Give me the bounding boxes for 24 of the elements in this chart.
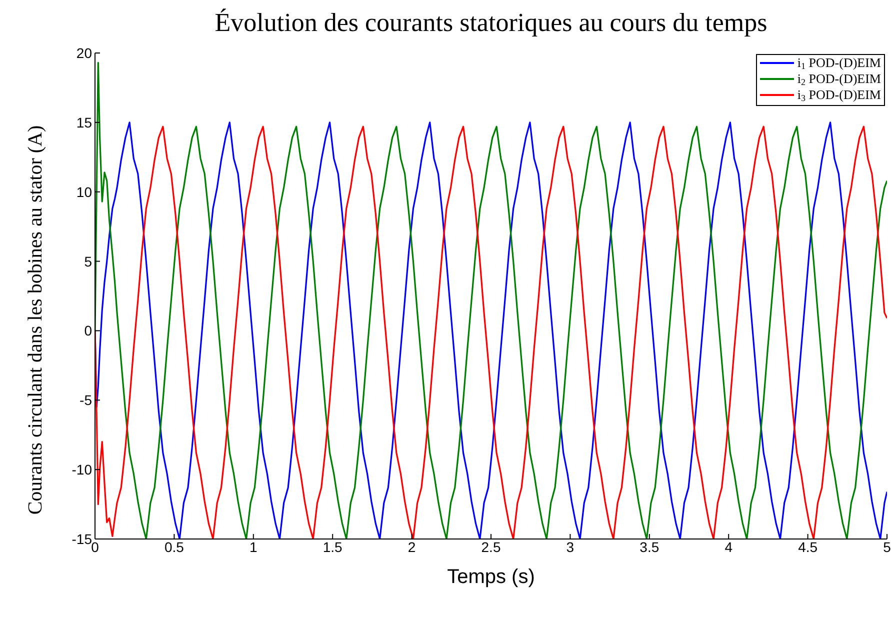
x-axis-title: Temps (s) (447, 566, 535, 588)
y-tick-label: -5 (80, 392, 92, 408)
x-tick-label: 0.5 (164, 538, 184, 555)
y-tick-label: 5 (84, 253, 92, 270)
legend-label: i$_{1}$ POD-(D)EIM (797, 55, 881, 71)
x-tick-label: 4 (724, 538, 733, 555)
y-tick-label: 20 (76, 44, 92, 61)
x-tick-label: 1 (250, 538, 258, 555)
x-tick-label: 2.5 (481, 538, 501, 555)
y-tick-label: 15 (76, 114, 92, 130)
legend-label: i$_{2}$ POD-(D)EIM (797, 71, 881, 87)
y-tick-label: -10 (72, 462, 92, 478)
x-tick-label: 1.5 (322, 538, 343, 555)
y-tick-label: 10 (76, 184, 92, 200)
chart-title: Évolution des courants statoriques au cours du temps (214, 8, 768, 38)
x-tick-label: 5 (883, 538, 891, 555)
y-axis-title: Courants circulant dans les bobines au stator (A) (24, 125, 48, 515)
y-tick-label: 0 (84, 322, 92, 339)
x-tick-label: 2 (408, 538, 416, 555)
y-tick-label: -15 (72, 530, 92, 547)
x-tick-label: 3.5 (640, 538, 660, 555)
x-tick-label: 4.5 (798, 538, 818, 555)
legend-label: i$_{3}$ POD-(D)EIM (797, 87, 881, 103)
x-tick-label: 3 (566, 538, 574, 555)
